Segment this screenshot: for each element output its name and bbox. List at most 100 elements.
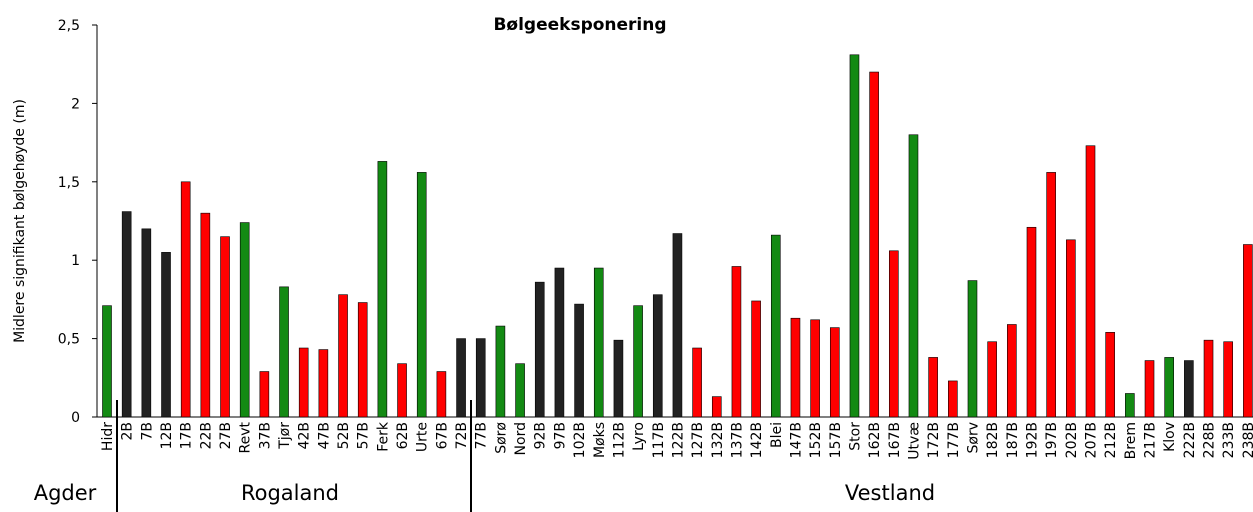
x-tick-label: 222B [1182,422,1198,458]
bar [318,349,329,418]
x-tick-label: 238B [1241,422,1253,458]
bar [1026,226,1037,418]
bar [987,341,997,418]
bar [259,371,270,418]
x-tick-label: 228B [1202,422,1218,458]
x-tick-label: 132B [710,422,726,458]
x-tick-label: 112B [611,422,627,458]
bar [633,305,643,418]
x-tick-label: 177B [946,422,962,458]
x-tick-label: Sørø [493,422,509,454]
x-tick-label: 27B [218,422,234,449]
bar [672,233,683,418]
x-tick-label: Tjør [277,422,293,450]
y-tick-label: 0,5 [58,332,80,348]
bar [928,357,938,418]
x-tick-label: 152B [808,422,824,458]
bar [456,338,466,418]
bar [141,228,152,418]
bar [1125,393,1135,418]
bar [888,250,899,418]
x-tick-label: 187B [1005,422,1021,458]
x-tick-label: Nord [513,422,529,455]
x-tick-label: 102B [572,422,588,458]
x-tick-label: Urte [415,422,431,452]
x-tick-label: Stor [847,422,863,451]
bar [1144,360,1155,418]
y-tick-label: 0 [71,410,80,426]
bar [121,211,132,418]
bar [554,267,565,418]
x-tick-label: Møks [592,422,608,458]
y-tick-label: 1,5 [58,175,80,191]
x-tick-label: 77B [474,422,490,449]
bar [298,347,309,418]
bar [338,294,348,418]
bar [908,134,919,418]
x-tick-label: 182B [985,422,1001,458]
bar [751,300,761,418]
x-tick-label: 197B [1044,422,1060,458]
x-tick-label: 172B [926,422,942,458]
bar [436,371,447,418]
x-tick-label: 117B [651,422,667,458]
bar [200,212,211,418]
x-tick-label: 22B [198,422,214,449]
x-tick-label: Brem [1123,422,1139,459]
x-tick-label: 57B [356,422,372,449]
bar [849,54,860,418]
x-tick-label: 233B [1221,422,1237,458]
x-tick-label: 97B [552,422,568,449]
bar [810,319,820,418]
y-tick-label: 2 [71,96,80,112]
bar [1164,357,1174,418]
x-tick-label: 147B [788,422,804,458]
x-tick-label: 127B [690,422,706,458]
region-label: Vestland [845,481,935,505]
x-tick-label: Utvæ [906,422,922,460]
x-tick-label: 92B [533,422,549,449]
x-tick-label: 212B [1103,422,1119,458]
bar [692,347,702,418]
bar [1085,145,1096,418]
bar [102,305,112,418]
bar [948,380,958,418]
y-tick-label: 2,5 [58,18,80,34]
bar [475,338,486,418]
bar [416,172,427,418]
x-tick-label: 12B [159,422,175,449]
x-tick-label: 72B [454,422,470,449]
x-tick-label: 167B [887,422,903,458]
x-tick-label: 37B [257,422,273,449]
x-tick-label: 207B [1084,422,1100,458]
bar [869,71,879,418]
bar [1066,239,1076,418]
x-tick-label: 42B [297,422,313,449]
bar [1223,341,1233,418]
x-tick-label: 157B [828,422,844,458]
bar [1105,332,1115,418]
x-tick-label: Klov [1162,422,1178,452]
bar [495,325,506,418]
x-tick-label: Ferk [375,421,391,452]
x-tick-label: 47B [316,422,332,449]
bar [239,222,250,418]
x-tick-label: 122B [670,422,686,458]
bar [377,161,388,418]
x-tick-label: 7B [139,422,155,441]
bar [593,267,604,418]
x-tick-label: Lyro [631,422,647,451]
bar [397,363,407,418]
x-tick-label: 62B [395,422,411,449]
bar [731,266,742,418]
y-axis-label: Midlere signifikant bølgehøyde (m) [12,99,28,343]
bar [829,327,840,418]
bar [711,396,722,418]
region-label: Rogaland [241,481,339,505]
region-label: Agder [34,481,97,505]
bar [1243,244,1253,418]
bar [161,252,171,418]
x-tick-label: 217B [1143,422,1159,458]
x-tick-label: Blei [769,422,785,448]
bar [574,303,584,418]
